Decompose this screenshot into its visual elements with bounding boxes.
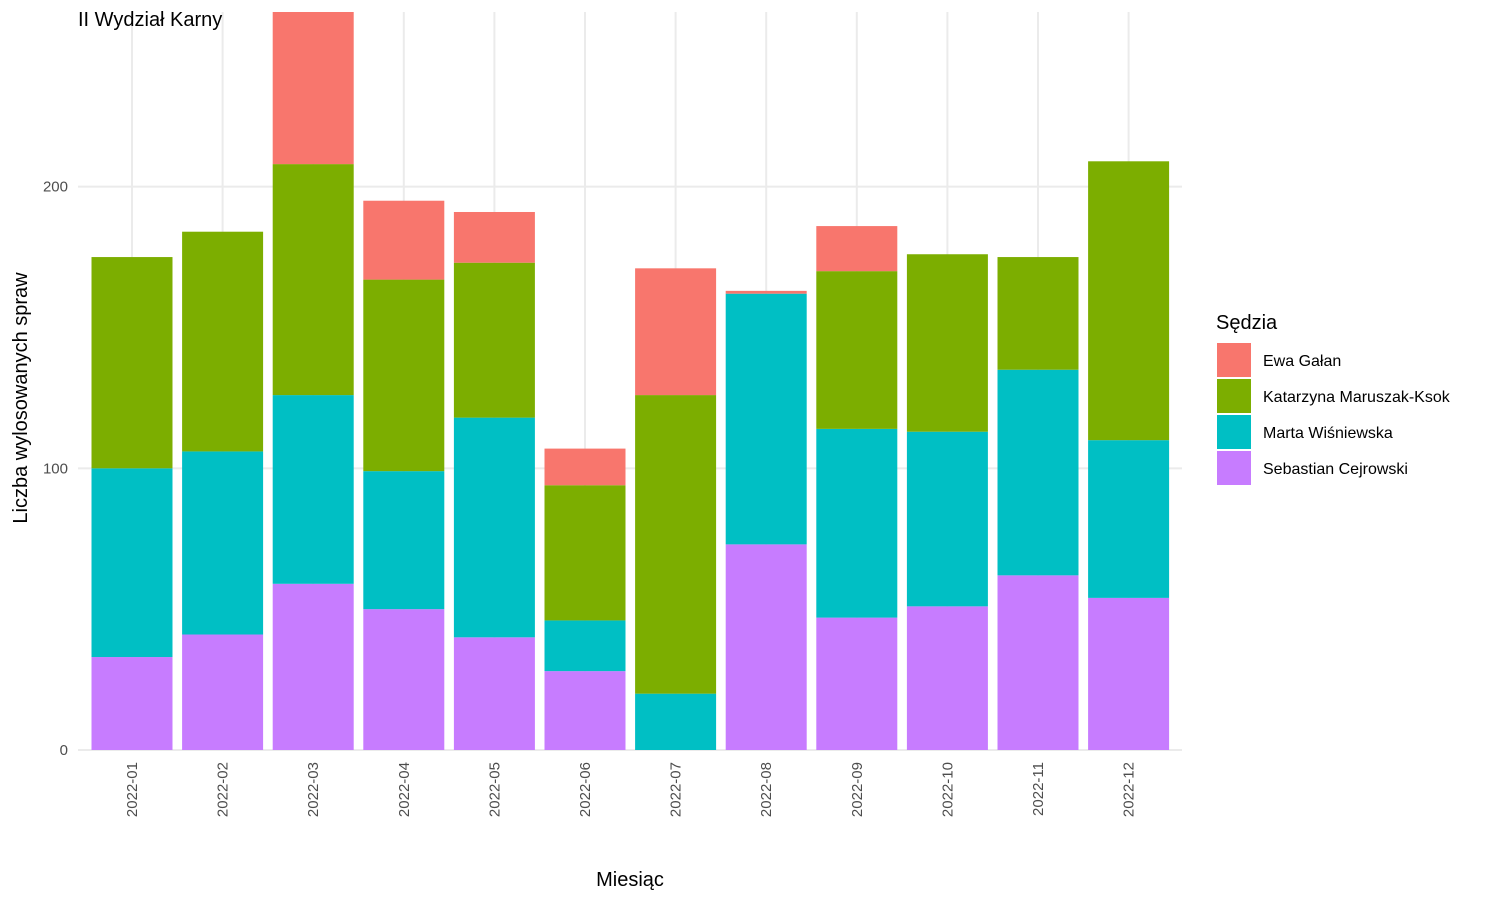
bar-segment bbox=[635, 693, 717, 750]
bar-segment bbox=[906, 606, 988, 750]
bar-segment bbox=[997, 257, 1079, 370]
bar-segment bbox=[91, 257, 173, 469]
x-tick-label: 2022-01 bbox=[124, 762, 141, 817]
bar-segment bbox=[182, 231, 264, 452]
bar-segment bbox=[816, 428, 898, 618]
x-tick-label: 2022-08 bbox=[758, 762, 775, 817]
y-axis-ticks: 0 100 200 bbox=[43, 179, 68, 759]
legend-title: Sędzia bbox=[1216, 312, 1278, 334]
bar-segment bbox=[1088, 440, 1170, 598]
legend-items: Ewa Gałan Katarzyna Maruszak-Ksok Marta Wi… bbox=[1217, 343, 1451, 485]
bar-segment bbox=[725, 293, 807, 545]
bar-segment bbox=[1088, 161, 1170, 441]
bar-segment bbox=[544, 485, 626, 621]
bar-segment bbox=[91, 657, 173, 750]
bar-segment bbox=[453, 417, 535, 638]
x-tick-label: 2022-05 bbox=[486, 762, 503, 817]
legend: Sędzia Ewa Gałan Katarzyna Maruszak-Ksok M… bbox=[1216, 312, 1451, 485]
legend-swatch bbox=[1217, 451, 1251, 485]
bar-segment bbox=[182, 451, 264, 635]
bar-segment bbox=[635, 395, 717, 694]
bar-segment bbox=[544, 620, 626, 672]
legend-swatch bbox=[1217, 415, 1251, 449]
x-axis-title: Miesiąc bbox=[596, 869, 664, 891]
bar-segment bbox=[182, 634, 264, 750]
y-tick-label: 0 bbox=[60, 742, 68, 759]
bar-segment bbox=[363, 471, 445, 610]
x-tick-label: 2022-11 bbox=[1030, 762, 1047, 816]
bar-segment bbox=[906, 254, 988, 432]
bar-segment bbox=[363, 200, 445, 280]
bar-segment bbox=[363, 279, 445, 472]
x-tick-label: 2022-12 bbox=[1121, 762, 1138, 817]
y-axis-title: Liczba wylosowanych spraw bbox=[10, 272, 32, 524]
x-tick-label: 2022-03 bbox=[305, 762, 322, 817]
x-tick-label: 2022-04 bbox=[396, 762, 413, 817]
chart-title: II Wydział Karny bbox=[78, 9, 222, 31]
x-tick-label: 2022-07 bbox=[668, 762, 685, 817]
legend-label: Ewa Gałan bbox=[1263, 353, 1341, 370]
bar-segment bbox=[363, 609, 445, 750]
legend-swatch bbox=[1217, 343, 1251, 377]
bar-segment bbox=[453, 211, 535, 263]
bar-segment bbox=[816, 617, 898, 750]
x-tick-label: 2022-02 bbox=[215, 762, 232, 817]
x-tick-label: 2022-10 bbox=[939, 762, 956, 817]
legend-label: Marta Wiśniewska bbox=[1263, 425, 1393, 442]
bar-segment bbox=[453, 262, 535, 418]
x-axis-ticks: 2022-01 2022-02 2022-03 2022-04 2022-05 2022-… bbox=[124, 762, 1138, 817]
y-tick-label: 200 bbox=[43, 179, 68, 196]
legend-label: Katarzyna Maruszak-Ksok bbox=[1263, 389, 1451, 406]
bar-segment bbox=[453, 637, 535, 750]
bar-segment bbox=[997, 369, 1079, 576]
bar-segment bbox=[725, 544, 807, 750]
bar-segment bbox=[635, 268, 717, 396]
bar-segment bbox=[544, 448, 626, 486]
legend-label: Sebastian Cejrowski bbox=[1263, 461, 1408, 478]
bar-segment bbox=[906, 431, 988, 607]
bars bbox=[91, 12, 1170, 750]
bar-segment bbox=[272, 395, 354, 584]
x-tick-label: 2022-09 bbox=[849, 762, 866, 817]
bar-segment bbox=[816, 226, 898, 272]
bar-segment bbox=[272, 12, 354, 165]
bar-segment bbox=[272, 164, 354, 396]
bar-segment bbox=[997, 575, 1079, 750]
bar-segment bbox=[272, 583, 354, 750]
legend-swatch bbox=[1217, 379, 1251, 413]
bar-segment bbox=[816, 271, 898, 429]
bar-segment bbox=[725, 290, 807, 294]
y-tick-label: 100 bbox=[43, 460, 68, 477]
bar-segment bbox=[91, 468, 173, 658]
x-tick-label: 2022-06 bbox=[577, 762, 594, 817]
bar-segment bbox=[544, 671, 626, 750]
bar-segment bbox=[1088, 597, 1170, 750]
